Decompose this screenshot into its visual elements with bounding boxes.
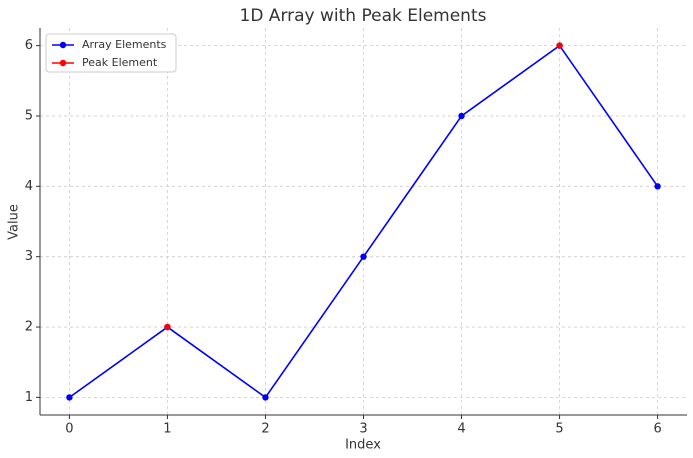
y-tick-label: 1: [25, 390, 33, 405]
y-tick-label: 6: [25, 38, 33, 53]
y-tick-label: 3: [25, 249, 33, 264]
legend: Array Elements Peak Element: [45, 33, 177, 73]
legend-label: Peak Element: [82, 56, 158, 69]
point: [262, 394, 269, 401]
y-tick-label: 4: [25, 179, 33, 194]
y-tick-label: 2: [25, 320, 33, 335]
x-axis-label: Index: [345, 438, 381, 453]
point: [360, 253, 367, 260]
x-tick-label: 4: [457, 422, 465, 437]
legend-marker: [59, 41, 67, 49]
x-tick-label: 0: [65, 422, 73, 437]
x-tick-label: 5: [555, 422, 563, 437]
point: [458, 112, 465, 120]
point: [654, 183, 661, 190]
x-tick-label: 6: [653, 422, 661, 437]
x-tick-label: 3: [359, 422, 367, 437]
legend-label: Array Elements: [82, 38, 167, 51]
legend-box: [45, 33, 177, 73]
chart-title: 1D Array with Peak Elements: [240, 6, 487, 26]
point: [66, 394, 73, 401]
x-tick-label: 1: [163, 422, 171, 437]
point: [164, 323, 171, 331]
y-tick-label: 5: [25, 108, 33, 123]
y-axis-label: Value: [7, 204, 22, 240]
x-tick-label: 2: [261, 422, 269, 437]
legend-marker: [59, 59, 67, 67]
point: [556, 42, 563, 49]
